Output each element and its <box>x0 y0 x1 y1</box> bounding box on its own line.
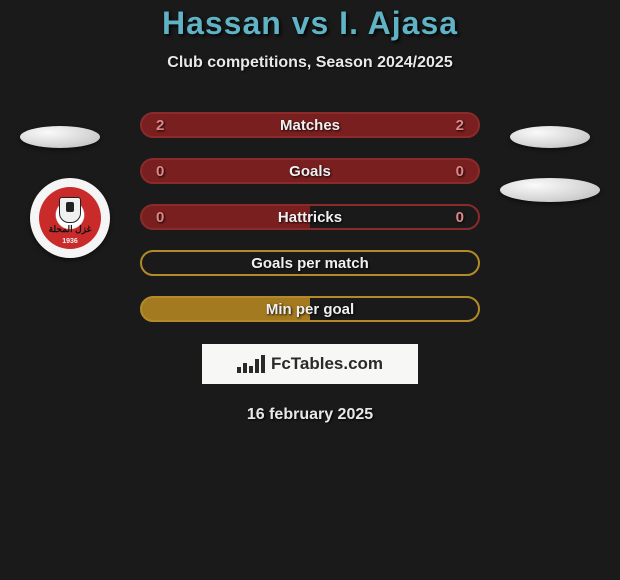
stat-label: Matches <box>280 117 340 134</box>
stat-label: Goals <box>289 163 331 180</box>
stat-value-right: 0 <box>456 163 464 180</box>
club-year: 1936 <box>62 238 78 245</box>
fctables-badge[interactable]: FcTables.com <box>202 344 418 384</box>
stat-row-goals-per-match: Goals per match <box>140 250 480 276</box>
stat-label: Min per goal <box>266 301 354 318</box>
subtitle: Club competitions, Season 2024/2025 <box>0 54 620 72</box>
chart-icon <box>237 355 265 373</box>
player-left-avatar <box>20 126 100 148</box>
stat-row-goals: 0 Goals 0 <box>140 158 480 184</box>
stat-value-right: 2 <box>456 117 464 134</box>
comparison-widget: Hassan vs I. Ajasa Club competitions, Se… <box>0 0 620 424</box>
club-badge: غزل المحلة 1936 <box>39 187 101 249</box>
club-left-logo: غزل المحلة 1936 <box>30 178 110 258</box>
stat-value-left: 0 <box>156 209 164 226</box>
shield-icon <box>59 197 81 223</box>
stat-row-hattricks: 0 Hattricks 0 <box>140 204 480 230</box>
club-name-arabic: غزل المحلة <box>49 224 92 235</box>
player-right-avatar <box>510 126 590 148</box>
stat-row-matches: 2 Matches 2 <box>140 112 480 138</box>
stat-label: Hattricks <box>278 209 342 226</box>
stat-row-min-per-goal: Min per goal <box>140 296 480 322</box>
club-right-placeholder <box>500 178 600 202</box>
stat-value-left: 0 <box>156 163 164 180</box>
page-title: Hassan vs I. Ajasa <box>0 5 620 42</box>
stat-value-left: 2 <box>156 117 164 134</box>
fctables-label: FcTables.com <box>271 354 383 374</box>
stat-label: Goals per match <box>251 255 369 272</box>
stat-value-right: 0 <box>456 209 464 226</box>
date-label: 16 february 2025 <box>0 406 620 424</box>
